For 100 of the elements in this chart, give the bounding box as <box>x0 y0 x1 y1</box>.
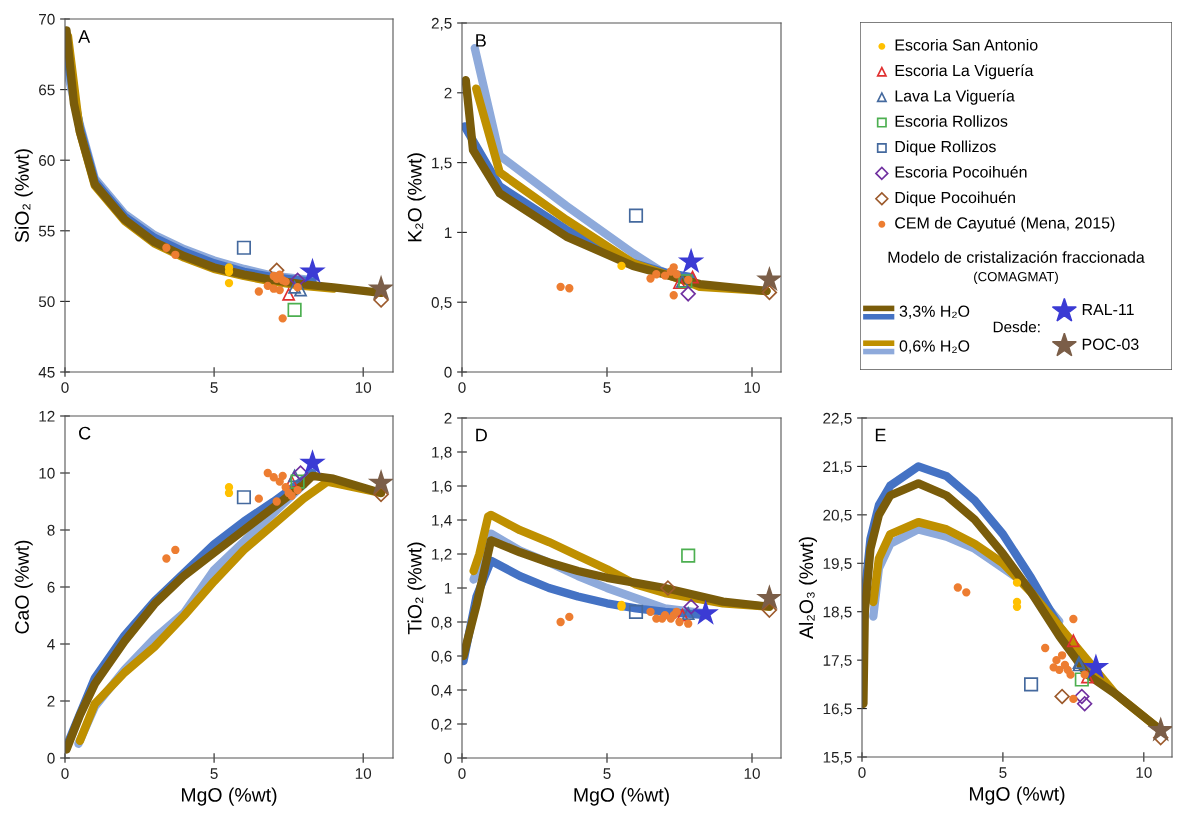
x-axis-title: MgO (%wt) <box>574 787 669 806</box>
y-tick-label: 45 <box>38 367 55 378</box>
x-tick-label: 0 <box>858 767 866 778</box>
y-tick-label: 0,6 <box>431 650 452 664</box>
x-axis-title: MgO (%wt) <box>181 787 277 806</box>
point <box>628 208 644 223</box>
point <box>565 612 574 622</box>
point <box>672 270 681 279</box>
y-tick-label: 2 <box>444 412 452 424</box>
point <box>254 287 263 296</box>
point <box>1066 634 1080 648</box>
point <box>294 283 307 297</box>
point <box>254 494 263 503</box>
point <box>1074 688 1090 705</box>
y-tick-label: 55 <box>38 225 55 237</box>
y-axis-title: Al₂O₃ (%wt) <box>798 537 817 639</box>
x-tick-label: 10 <box>1136 767 1152 778</box>
y-tick-label: 70 <box>39 13 55 25</box>
point <box>692 599 719 625</box>
legend-label: CEM de Cayutué (Mena, 2015) <box>895 216 1115 232</box>
annotation: E <box>875 428 886 442</box>
annotation: C <box>79 426 91 440</box>
y-tick-label: 1 <box>444 583 452 594</box>
y-tick-label: 12 <box>39 410 55 422</box>
point <box>761 602 778 618</box>
point <box>1074 672 1089 687</box>
point <box>672 607 681 616</box>
point <box>1069 614 1078 624</box>
point <box>660 580 676 596</box>
point <box>556 282 565 292</box>
y-tick-label: 18,5 <box>823 606 852 620</box>
x-tick-label: 0 <box>61 382 69 393</box>
point <box>263 468 272 478</box>
point <box>628 604 644 619</box>
y-axis-title: TiO₂ (%wt) <box>407 542 426 635</box>
point <box>681 548 696 563</box>
legend-label: Escoria La Viguería <box>895 64 1034 80</box>
y-tick-label: 0,2 <box>431 718 452 732</box>
legend-label: Dique Rollizos <box>895 140 996 156</box>
y-axis-title: CaO (%wt) <box>14 540 33 634</box>
point <box>278 314 287 323</box>
y-tick-label: 0,8 <box>431 616 452 630</box>
y-axis-title: K₂O (%wt) <box>407 153 426 242</box>
x-tick-label: 10 <box>355 768 372 779</box>
point <box>1066 670 1075 679</box>
point <box>556 617 565 627</box>
x-tick-label: 10 <box>355 382 372 393</box>
text: Desde: <box>993 321 1040 333</box>
point <box>275 285 284 295</box>
legend-label: RAL-11 <box>1082 303 1134 315</box>
point <box>287 302 302 317</box>
x-tick-label: 5 <box>210 768 218 779</box>
y-tick-label: 0 <box>444 752 452 764</box>
x-tick-label: 5 <box>210 382 218 393</box>
legend-label: POC-03 <box>1082 338 1139 350</box>
x-tick-label: 0 <box>458 768 466 779</box>
y-tick-label: 10 <box>39 467 55 479</box>
point <box>236 490 251 505</box>
y-tick-label: 1,5 <box>432 157 452 171</box>
point <box>1055 665 1064 674</box>
point <box>1012 578 1022 587</box>
x-tick-label: 0 <box>61 768 69 779</box>
point <box>373 292 389 308</box>
point <box>171 545 180 555</box>
point <box>288 280 301 294</box>
point <box>756 265 781 292</box>
y-tick-label: 21,5 <box>823 461 852 474</box>
point <box>669 291 678 300</box>
x-tick-label: 5 <box>603 382 611 393</box>
x-tick-label: 10 <box>744 768 760 779</box>
annotation: A <box>78 30 91 43</box>
point <box>162 243 171 252</box>
y-tick-label: 50 <box>38 296 55 308</box>
point <box>272 497 281 506</box>
point <box>224 278 234 288</box>
point <box>617 261 626 271</box>
legend-label: Escoria Rollizos <box>895 115 1008 127</box>
point <box>680 286 696 302</box>
point <box>565 284 574 293</box>
point <box>292 465 309 481</box>
y-tick-label: 1,6 <box>432 480 452 494</box>
point <box>367 274 393 300</box>
y-tick-label: 65 <box>39 84 55 96</box>
point <box>652 270 661 279</box>
point <box>676 608 689 622</box>
y-tick-label: 0 <box>47 752 55 764</box>
point <box>1081 670 1094 684</box>
legend-label: 3,3% H₂O <box>899 305 970 319</box>
point <box>646 607 655 616</box>
x-tick-label: 0 <box>458 382 466 393</box>
x-axis-title: MgO (%wt) <box>969 786 1065 805</box>
point <box>1054 688 1070 705</box>
x-tick-label: 5 <box>999 767 1007 778</box>
y-tick-label: 17,5 <box>823 655 852 668</box>
y-tick-label: 0,5 <box>431 297 452 310</box>
point <box>756 584 781 610</box>
point <box>669 263 678 272</box>
y-tick-label: 20,5 <box>823 509 852 523</box>
y-axis-title: SiO₂ (%wt) <box>14 149 33 243</box>
point <box>1069 694 1078 704</box>
